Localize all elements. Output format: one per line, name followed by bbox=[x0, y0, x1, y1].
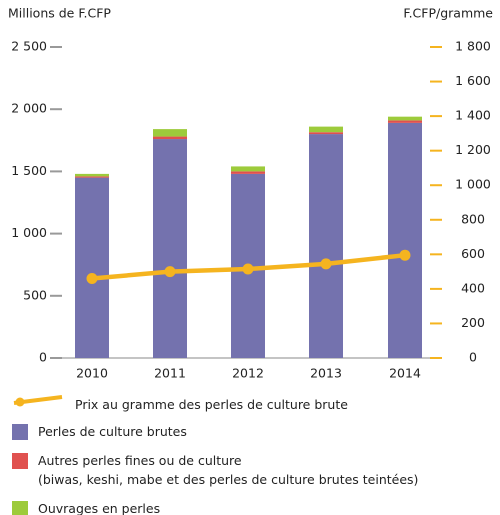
x-tick-label: 2014 bbox=[389, 366, 421, 381]
legend-label: Autres perles fines ou de culture (biwas… bbox=[38, 453, 419, 487]
bar-segment bbox=[388, 120, 422, 123]
y2-tick-label: 800 bbox=[461, 211, 485, 226]
bar-segment bbox=[388, 122, 422, 358]
y2-tick-label: 0 bbox=[469, 350, 477, 365]
y-tick-label: 2 500 bbox=[11, 39, 47, 54]
bar-segment bbox=[231, 166, 265, 172]
y-tick-label: 0 bbox=[39, 350, 47, 365]
legend-swatch bbox=[12, 424, 28, 440]
bar-segment bbox=[388, 116, 422, 121]
price-point bbox=[86, 273, 98, 285]
bar-segment bbox=[231, 171, 265, 174]
y-tick-label: 500 bbox=[23, 287, 47, 302]
y2-tick-label: 200 bbox=[461, 315, 485, 330]
price-point bbox=[399, 249, 411, 261]
legend-label: Ouvrages en perles bbox=[38, 501, 161, 515]
price-point bbox=[320, 258, 332, 270]
y2-tick-label: 1 400 bbox=[455, 108, 491, 123]
bar-segment bbox=[309, 134, 343, 358]
y-tick-label: 1 000 bbox=[11, 225, 47, 240]
price-point bbox=[164, 266, 176, 278]
y2-tick-label: 600 bbox=[461, 246, 485, 261]
bar-segment bbox=[75, 176, 109, 178]
y-axis-title: Millions de F.CFP bbox=[8, 6, 111, 21]
legend-label: Perles de culture brutes bbox=[38, 424, 187, 439]
x-tick-label: 2012 bbox=[232, 366, 264, 381]
bar-segment bbox=[309, 126, 343, 133]
legend-label: Prix au gramme des perles de culture bru… bbox=[75, 397, 348, 412]
price-point bbox=[242, 263, 254, 275]
x-tick-label: 2011 bbox=[154, 366, 186, 381]
x-tick-label: 2013 bbox=[310, 366, 342, 381]
y2-tick-label: 1 800 bbox=[455, 39, 491, 54]
bar-segment bbox=[75, 177, 109, 358]
legend-swatch bbox=[12, 453, 28, 469]
bar-segment bbox=[309, 132, 343, 135]
y2-tick-label: 1 600 bbox=[455, 73, 491, 88]
y2-tick-label: 400 bbox=[461, 280, 485, 295]
y-tick-label: 1 500 bbox=[11, 163, 47, 178]
y2-axis-title: F.CFP/gramme bbox=[403, 6, 493, 21]
y2-tick-label: 1 000 bbox=[455, 177, 491, 192]
legend-dot bbox=[15, 397, 25, 407]
bar-segment bbox=[75, 173, 109, 177]
x-tick-label: 2010 bbox=[76, 366, 108, 381]
y-tick-label: 2 000 bbox=[11, 101, 47, 116]
y2-tick-label: 1 200 bbox=[455, 142, 491, 157]
bar-segment bbox=[153, 136, 187, 140]
legend-swatch bbox=[12, 501, 28, 515]
bar-segment bbox=[153, 139, 187, 358]
bar-segment bbox=[153, 129, 187, 137]
